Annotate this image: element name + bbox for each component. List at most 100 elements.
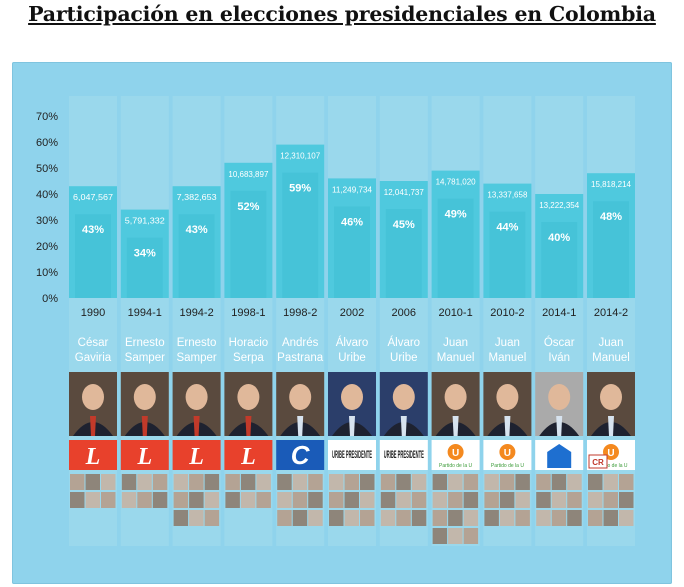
supporter-thumbnail xyxy=(588,510,603,526)
winner-first-name: Andrés xyxy=(282,337,319,349)
winner-last-name: Manuel xyxy=(437,352,475,364)
votes-label: 5,791,332 xyxy=(125,217,165,226)
liberal-party-letter: L xyxy=(85,444,101,470)
winner-last-name: Samper xyxy=(125,352,165,364)
category-column xyxy=(120,96,169,546)
uribe-logo xyxy=(328,440,376,470)
portrait-tie xyxy=(452,416,459,436)
x-tick-label: 2010-1 xyxy=(438,307,472,319)
winner-last-name: Samper xyxy=(176,352,216,364)
supporter-thumbnail xyxy=(240,492,256,508)
liberal-party-logo xyxy=(224,440,273,470)
portrait-tie xyxy=(193,416,200,436)
supporter-thumbnail xyxy=(448,510,463,526)
votes-label: 11,249,734 xyxy=(332,185,372,194)
y-tick-label: 10% xyxy=(36,267,58,279)
supporter-thumbnail xyxy=(329,492,344,508)
supporter-thumbnail xyxy=(448,474,463,490)
x-tick-label: 1994-2 xyxy=(179,307,213,319)
supporter-thumbnail xyxy=(380,510,396,526)
value-label: 52% xyxy=(237,201,259,213)
cambio-radical-logo xyxy=(588,454,608,469)
category-column xyxy=(535,96,584,546)
supporter-thumbnail xyxy=(536,474,551,490)
portrait-face xyxy=(133,384,156,410)
supporter-thumbnail xyxy=(619,492,634,508)
portrait-face xyxy=(185,384,208,410)
partido-u-letter: U xyxy=(607,448,614,459)
uribe-logo-text: URIBE PRESIDENTE xyxy=(384,449,424,461)
supporter-thumbnail xyxy=(484,474,499,490)
winner-last-name: Gaviria xyxy=(75,352,112,364)
supporter-thumbnail xyxy=(603,510,618,526)
supporter-thumbnail xyxy=(619,474,634,490)
portrait-face xyxy=(600,384,622,410)
winner-last-name: Serpa xyxy=(233,352,264,364)
supporter-thumbnail xyxy=(344,510,359,526)
x-tick-label: 1994-1 xyxy=(128,307,162,319)
x-tick-label: 2010-2 xyxy=(490,307,524,319)
supporter-thumbnail xyxy=(329,474,344,490)
winner-last-name: Iván xyxy=(548,352,570,364)
portrait-tie xyxy=(400,416,407,436)
supporter-thumbnail xyxy=(70,474,85,490)
supporter-thumbnail xyxy=(619,510,634,526)
category-column xyxy=(69,96,117,546)
supporter-thumbnail xyxy=(277,474,292,490)
partido-u-caption: Partido de la U xyxy=(491,463,524,469)
supporter-thumbnail xyxy=(515,510,530,526)
supporter-thumbnail xyxy=(536,510,551,526)
partido-u-caption: Partido de la U xyxy=(594,463,627,469)
supporter-thumbnail xyxy=(432,528,448,544)
bar-inner xyxy=(178,214,215,298)
portrait-tie xyxy=(349,416,355,436)
winner-first-name: Juan xyxy=(495,337,520,349)
supporter-thumbnail xyxy=(101,474,116,490)
conservative-party-logo xyxy=(276,440,325,470)
value-label: 44% xyxy=(496,222,518,234)
supporter-thumbnail xyxy=(292,510,308,526)
supporter-thumbnail xyxy=(603,492,618,508)
supporter-thumbnail xyxy=(152,492,168,508)
supporter-thumbnail xyxy=(277,492,292,508)
supporter-thumbnail xyxy=(225,492,240,508)
value-label: 40% xyxy=(548,232,570,244)
supporter-thumbnail xyxy=(551,492,567,508)
cambio-radical-text: CR xyxy=(592,458,604,467)
value-label: 43% xyxy=(186,224,208,236)
supporter-thumbnail xyxy=(411,492,427,508)
supporter-thumbnail xyxy=(308,510,323,526)
supporter-thumbnail xyxy=(121,474,137,490)
portrait-face xyxy=(496,384,519,410)
supporter-thumbnail xyxy=(551,510,567,526)
portrait-face xyxy=(82,384,104,410)
liberal-party-letter: L xyxy=(240,444,256,470)
supporter-thumbnail xyxy=(432,474,448,490)
value-label: 59% xyxy=(289,183,311,195)
portrait-tie xyxy=(141,416,148,436)
portrait-face xyxy=(237,384,260,410)
x-tick-label: 2002 xyxy=(340,307,364,319)
winner-first-name: César xyxy=(78,337,109,349)
supporter-thumbnail xyxy=(277,510,292,526)
supporter-thumbnail xyxy=(225,474,240,490)
supporter-thumbnail xyxy=(448,492,463,508)
supporter-thumbnail xyxy=(603,474,618,490)
liberal-party-letter: L xyxy=(136,444,152,470)
supporter-thumbnail xyxy=(588,492,603,508)
portrait-tie xyxy=(608,416,614,436)
winner-first-name: Álvaro xyxy=(336,336,369,349)
votes-label: 6,047,567 xyxy=(73,193,113,202)
portrait-tie xyxy=(504,416,511,436)
winner-first-name: Horacio xyxy=(229,337,269,349)
winner-first-name: Ernesto xyxy=(125,337,165,349)
supporter-thumbnail xyxy=(432,492,448,508)
votes-label: 13,222,354 xyxy=(539,201,579,210)
winner-last-name: Pastrana xyxy=(277,352,324,364)
supporter-thumbnail xyxy=(344,492,359,508)
x-tick-label: 2014-2 xyxy=(594,307,628,319)
portrait-face xyxy=(444,384,467,410)
bar-inner xyxy=(385,209,422,298)
supporter-thumbnail xyxy=(121,492,137,508)
supporter-thumbnail xyxy=(551,474,567,490)
